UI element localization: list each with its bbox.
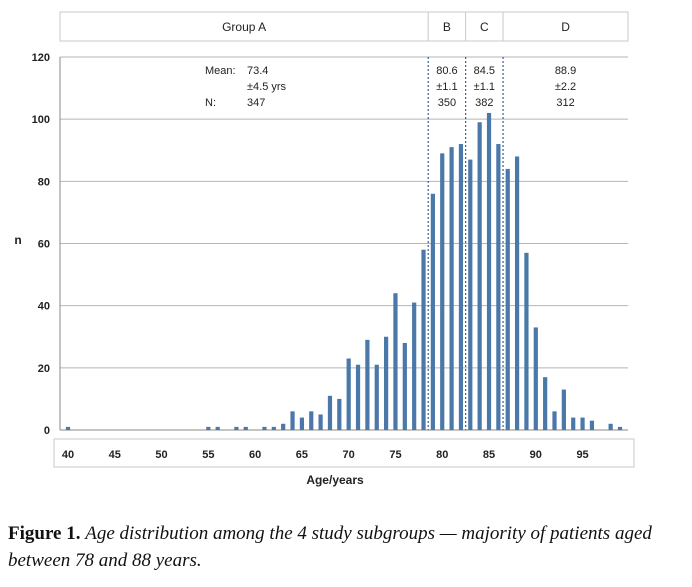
group-n: 350 <box>438 97 456 109</box>
x-tick-label: 45 <box>109 449 121 461</box>
stat-mean-label: Mean: <box>205 65 236 77</box>
caption-lead: Figure 1. <box>8 523 81 544</box>
group-header: C <box>480 20 489 34</box>
group-header: B <box>443 20 451 34</box>
group-sd: ±1.1 <box>474 81 495 93</box>
histogram-bar <box>271 426 276 430</box>
histogram-bar <box>608 423 613 430</box>
histogram-bar <box>309 411 314 430</box>
group-mean: 80.6 <box>436 65 457 77</box>
y-tick-label: 20 <box>38 363 50 375</box>
histogram-bar <box>365 339 370 430</box>
histogram-bar <box>430 193 435 430</box>
y-axis-label: n <box>14 233 21 247</box>
group-sd: ±1.1 <box>436 81 457 93</box>
histogram-bar <box>299 417 304 430</box>
histogram-bar <box>206 426 211 430</box>
x-tick-label: 90 <box>530 449 542 461</box>
histogram-bar <box>477 122 482 431</box>
histogram-bar <box>393 293 398 430</box>
group-mean: 73.4 <box>247 65 268 77</box>
x-tick-label: 60 <box>249 449 261 461</box>
histogram-bar <box>355 364 361 430</box>
x-tick-label: 40 <box>62 449 74 461</box>
x-axis-label: Age/years <box>306 473 364 487</box>
x-tick-label: 80 <box>436 449 448 461</box>
y-tick-label: 40 <box>38 301 50 313</box>
group-n: 347 <box>247 97 265 109</box>
histogram-bar <box>458 144 464 431</box>
x-tick-label: 65 <box>296 449 308 461</box>
x-tick-label: 95 <box>576 449 588 461</box>
caption-text: Age distribution among the 4 study subgr… <box>8 523 652 571</box>
histogram-bar <box>337 398 342 430</box>
figure-caption: Figure 1. Age distribution among the 4 s… <box>8 520 688 574</box>
histogram-bar <box>281 423 286 430</box>
x-tick-label: 75 <box>389 449 401 461</box>
y-tick-label: 0 <box>44 425 50 437</box>
x-tick-label: 55 <box>202 449 214 461</box>
histogram-bar <box>243 426 248 430</box>
age-distribution-chart: 0 20 40 60 80 100 120 40 45 50 55 60 65 70 75 80 85 90 95 G… <box>14 11 635 487</box>
histogram-bar <box>421 249 426 430</box>
histogram-bar <box>589 420 595 430</box>
y-tick-label: 100 <box>32 114 50 126</box>
histogram-bar <box>402 342 407 430</box>
histogram-bar <box>561 389 566 430</box>
histogram-bar <box>374 364 379 430</box>
group-mean: 88.9 <box>555 65 576 77</box>
stat-n-label: N: <box>205 97 216 109</box>
histogram-bar <box>346 358 351 430</box>
histogram-bar <box>468 159 473 430</box>
group-n: 382 <box>475 97 493 109</box>
histogram-bar <box>543 377 548 430</box>
group-n: 312 <box>556 97 574 109</box>
histogram-bar <box>505 168 510 430</box>
x-tick-label: 85 <box>483 449 495 461</box>
histogram-bar <box>580 417 585 430</box>
histogram-bar <box>449 147 454 430</box>
histogram-bar <box>65 426 71 430</box>
histogram-bar <box>384 336 389 430</box>
y-tick-label: 60 <box>38 239 50 251</box>
histogram-bar <box>215 426 220 430</box>
histogram-bar <box>440 153 445 430</box>
histogram-bar <box>524 252 529 430</box>
group-sd: ±4.5 yrs <box>247 81 287 93</box>
histogram-bar <box>617 426 623 430</box>
histogram-bar <box>496 144 501 431</box>
histogram-bar <box>262 426 267 430</box>
histogram-bar <box>290 411 295 430</box>
histogram-bar <box>514 156 520 430</box>
group-header: Group A <box>222 20 266 34</box>
group-header: D <box>561 20 570 34</box>
x-tick-label: 50 <box>155 449 167 461</box>
histogram-bar <box>412 302 417 430</box>
histogram-bar <box>327 395 333 430</box>
group-mean: 84.5 <box>474 65 495 77</box>
histogram-bar <box>571 417 576 430</box>
histogram-bar <box>486 112 492 430</box>
y-tick-label: 120 <box>32 52 50 64</box>
histogram-bar <box>318 414 323 430</box>
histogram-bar <box>552 411 557 430</box>
x-tick-label: 70 <box>343 449 355 461</box>
group-sd: ±2.2 <box>555 81 576 93</box>
x-tick-frame <box>53 438 635 468</box>
group-header-frame <box>59 11 629 42</box>
histogram-bar <box>234 426 239 430</box>
histogram-bar <box>533 327 538 430</box>
y-tick-label: 80 <box>38 176 50 188</box>
